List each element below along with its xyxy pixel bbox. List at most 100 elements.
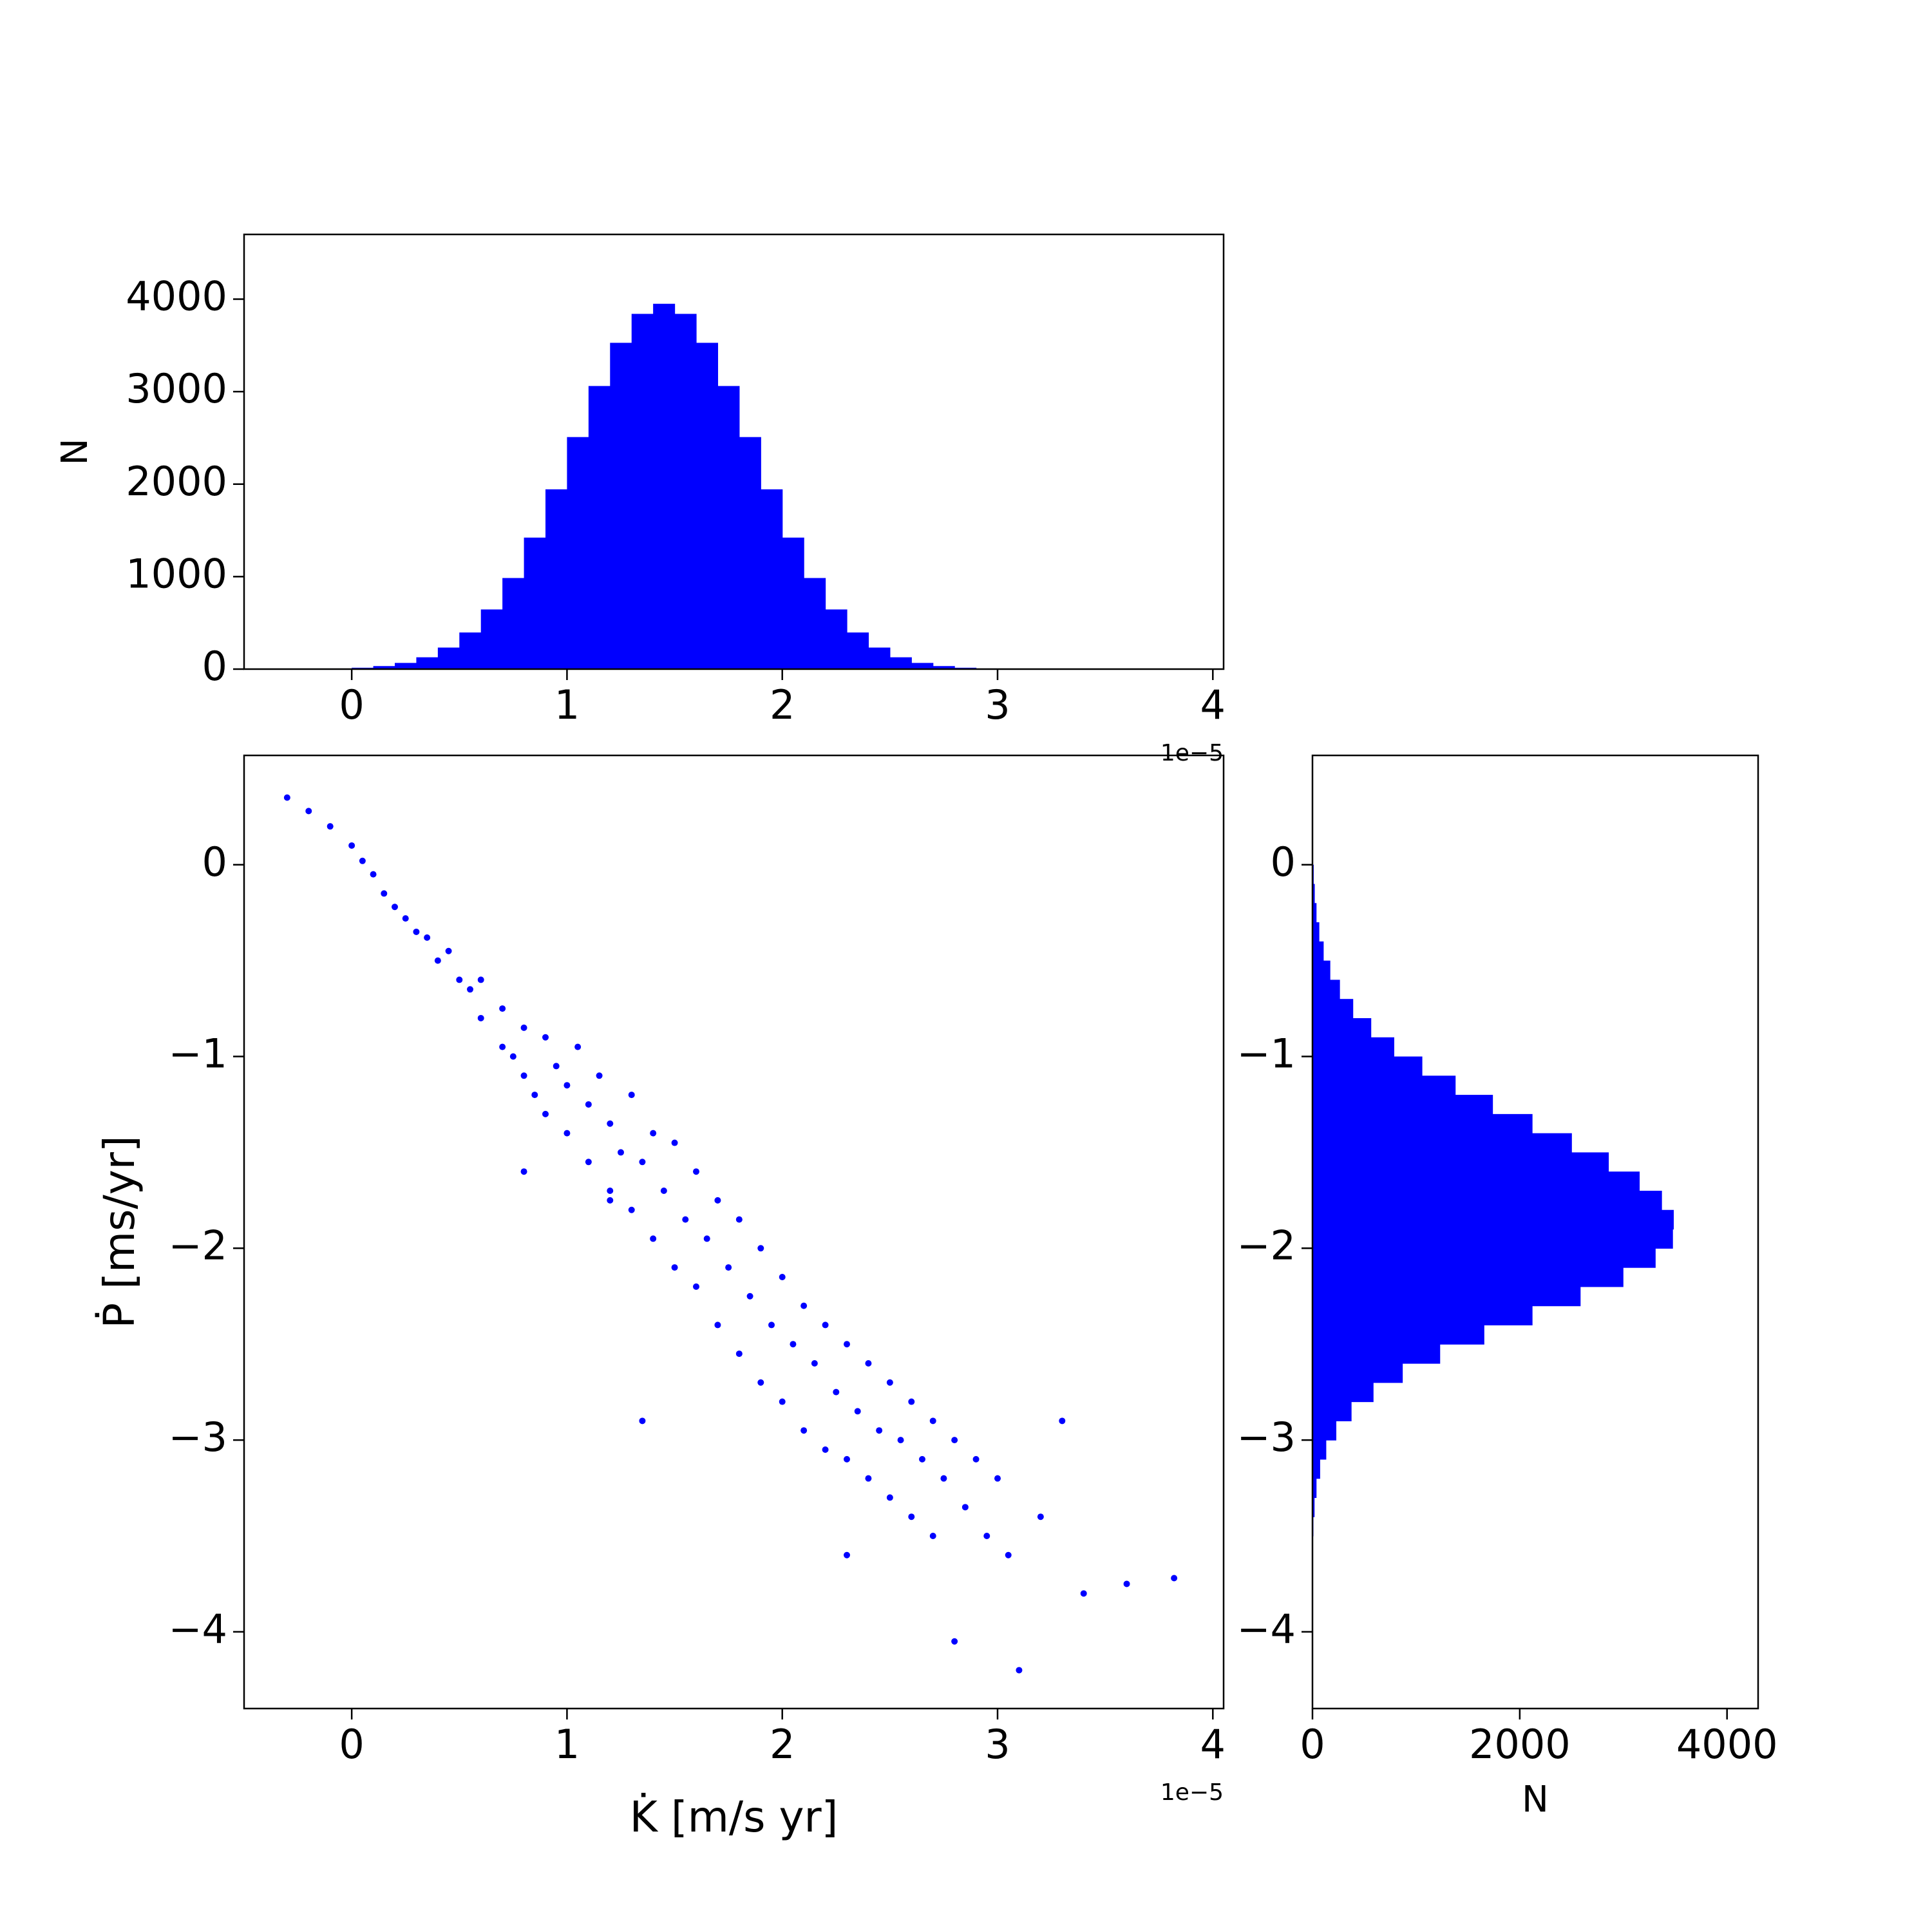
bar — [1312, 1018, 1372, 1038]
bar — [1312, 1133, 1572, 1153]
y-tick-label: −2 — [1237, 1222, 1296, 1269]
x-tick-label: 2 — [770, 681, 795, 728]
point — [607, 1120, 614, 1127]
point — [908, 1398, 915, 1405]
point — [520, 1072, 527, 1079]
bar — [1312, 1459, 1320, 1479]
bar — [696, 343, 719, 669]
bar — [674, 314, 697, 669]
point — [929, 1417, 936, 1425]
bar — [825, 609, 848, 669]
point — [477, 976, 484, 983]
bar — [1312, 1171, 1640, 1191]
bar — [1312, 1344, 1441, 1364]
point — [671, 1139, 678, 1146]
x-tick-label: 0 — [1300, 1721, 1325, 1768]
point — [564, 1082, 571, 1089]
point — [607, 1187, 614, 1194]
y-tick-label: 4000 — [126, 273, 227, 320]
point — [682, 1216, 689, 1223]
x-tick-label: 0 — [339, 681, 364, 728]
bar — [480, 609, 503, 669]
point — [628, 1092, 635, 1099]
x-tick-label: 1 — [554, 1721, 580, 1768]
offset-label: 1e−5 — [1160, 1779, 1224, 1806]
point — [499, 1005, 506, 1012]
point — [908, 1513, 915, 1520]
point — [618, 1149, 624, 1156]
point — [703, 1235, 710, 1242]
point — [520, 1168, 527, 1175]
point — [639, 1417, 646, 1425]
point — [844, 1341, 850, 1348]
y-tick-label: −1 — [1237, 1030, 1296, 1077]
point — [1005, 1551, 1012, 1558]
bar — [502, 578, 525, 669]
point — [865, 1359, 872, 1367]
y-tick-label: 2000 — [126, 458, 227, 505]
point — [800, 1427, 808, 1434]
point — [951, 1638, 958, 1645]
bar — [1312, 1056, 1423, 1076]
bar — [545, 489, 568, 669]
point — [660, 1187, 667, 1194]
bar — [416, 657, 439, 669]
point — [1037, 1513, 1044, 1520]
point — [542, 1110, 549, 1117]
point — [585, 1159, 592, 1166]
point — [844, 1455, 850, 1463]
x-tick-label: 4 — [1200, 1721, 1226, 1768]
bar — [804, 578, 826, 669]
x-tick-label: 2000 — [1469, 1721, 1571, 1768]
y-tick-label: −2 — [169, 1222, 227, 1269]
y-axis-label: Ṗ [ms/yr] — [95, 1135, 144, 1328]
x-tick-label: 1 — [554, 681, 580, 728]
point — [972, 1455, 980, 1463]
bar — [1312, 922, 1320, 942]
bar — [524, 537, 546, 669]
point — [886, 1494, 893, 1501]
x-tick-label: 4 — [1200, 681, 1226, 728]
x-axis-label: N — [1522, 1779, 1549, 1821]
point — [1171, 1575, 1178, 1582]
bar — [1312, 1075, 1456, 1095]
point — [1059, 1417, 1066, 1425]
point — [628, 1206, 635, 1213]
point — [456, 976, 463, 983]
bar — [1312, 1037, 1394, 1057]
point — [725, 1264, 732, 1271]
axes-frame — [243, 233, 1225, 670]
bar — [847, 632, 869, 669]
y-tick-label: 0 — [202, 838, 227, 886]
point — [994, 1475, 1001, 1482]
point — [768, 1321, 775, 1329]
point — [951, 1437, 958, 1444]
point — [757, 1379, 764, 1386]
bar — [1312, 941, 1324, 961]
point — [929, 1532, 936, 1539]
point — [520, 1024, 527, 1031]
bar — [1312, 1478, 1317, 1499]
point — [940, 1475, 947, 1482]
point — [833, 1388, 840, 1396]
y-tick-label: 0 — [1271, 838, 1296, 886]
x-tick-label: 0 — [339, 1721, 364, 1768]
point — [305, 808, 312, 815]
axes-frame — [243, 754, 1225, 1710]
bar — [1312, 1095, 1493, 1115]
bar — [1312, 1248, 1656, 1268]
point — [585, 1101, 592, 1108]
point — [509, 1053, 516, 1060]
axes-frame — [1311, 754, 1759, 1710]
point — [650, 1130, 657, 1137]
point — [381, 890, 388, 897]
bar — [437, 647, 460, 669]
bar — [1312, 1229, 1673, 1249]
bar — [610, 343, 632, 669]
bar — [1312, 1286, 1581, 1307]
point — [897, 1437, 904, 1444]
bar — [373, 666, 395, 669]
y-tick-label: −4 — [169, 1605, 227, 1653]
point — [983, 1532, 990, 1539]
